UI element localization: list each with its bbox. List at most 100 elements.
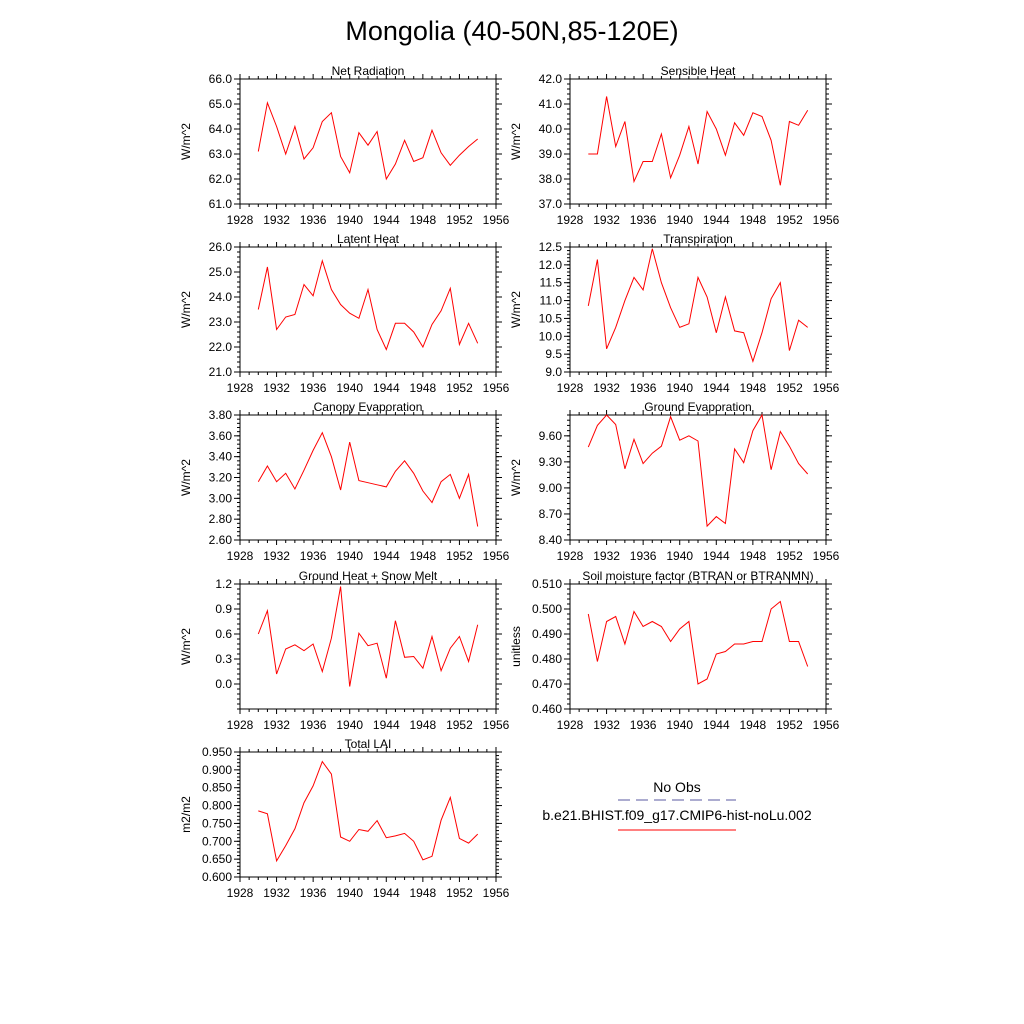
plot-frame: [569, 414, 827, 541]
x-tick-label: 1948: [740, 718, 767, 732]
y-tick-label: 11.0: [540, 294, 563, 308]
y-tick-label: 2.60: [209, 533, 233, 547]
y-tick-label: 62.0: [209, 172, 233, 186]
x-tick-label: 1940: [336, 886, 363, 900]
panel-title: Latent Heat: [337, 232, 400, 246]
x-tick-label: 1948: [410, 718, 437, 732]
x-tick-label: 1932: [263, 213, 290, 227]
x-tick-label: 1936: [630, 213, 657, 227]
y-tick-label: 8.40: [539, 533, 563, 547]
x-tick-label: 1936: [300, 549, 327, 563]
x-tick-label: 1956: [483, 886, 510, 900]
x-tick-label: 1932: [593, 718, 620, 732]
y-tick-label: 3.20: [209, 471, 233, 485]
x-tick-label: 1940: [666, 213, 693, 227]
y-tick-label: 0.850: [202, 781, 232, 795]
x-tick-label: 1932: [593, 549, 620, 563]
x-tick-label: 1944: [703, 718, 730, 732]
y-tick-label: 0.9: [215, 602, 232, 616]
y-tick-label: 3.80: [209, 408, 233, 422]
y-tick-label: 9.60: [539, 429, 563, 443]
chart-panel-2: Sensible Heat 1928 1932 1936 1940 1944 1948 195…: [509, 64, 840, 227]
y-tick-label: 65.0: [209, 97, 233, 111]
y-tick-label: 40.0: [539, 122, 563, 136]
x-tick-label: 1928: [227, 213, 254, 227]
y-tick-label: 63.0: [209, 147, 233, 161]
x-tick-label: 1940: [666, 381, 693, 395]
x-tick-label: 1956: [813, 213, 840, 227]
y-tick-label: 0.900: [202, 763, 232, 777]
y-tick-label: 0.0: [215, 677, 232, 691]
x-tick-label: 1952: [776, 718, 803, 732]
y-tick-label: 12.5: [539, 240, 563, 254]
x-tick-label: 1944: [373, 886, 400, 900]
y-tick-label: 0.510: [532, 577, 562, 591]
y-tick-label: 1.2: [215, 577, 232, 591]
x-tick-label: 1944: [703, 381, 730, 395]
y-axis-label: m2/m2: [179, 796, 193, 833]
chart-panel-5: Canopy Evaporation 1928 1932 1936 1940 1944 19…: [179, 400, 510, 563]
x-tick-label: 1928: [557, 718, 584, 732]
x-tick-label: 1956: [813, 549, 840, 563]
y-tick-label: 0.650: [202, 852, 232, 866]
x-tick-label: 1944: [373, 381, 400, 395]
y-tick-label: 0.500: [532, 602, 562, 616]
x-tick-label: 1936: [300, 381, 327, 395]
legend: No Obs b.e21.BHIST.f09_g17.CMIP6-hist-no…: [542, 779, 812, 831]
plot-frame: [239, 414, 497, 541]
x-tick-label: 1956: [813, 718, 840, 732]
y-tick-label: 0.950: [202, 745, 232, 759]
x-tick-label: 1936: [630, 549, 657, 563]
x-tick-label: 1948: [740, 381, 767, 395]
panel-title: Total LAI: [345, 737, 392, 751]
y-tick-label: 9.30: [539, 455, 563, 469]
y-tick-label: 0.480: [532, 652, 562, 666]
x-tick-label: 1952: [776, 213, 803, 227]
x-tick-label: 1936: [300, 718, 327, 732]
y-axis-label: W/m^2: [179, 628, 193, 665]
y-tick-label: 23.0: [209, 315, 233, 329]
legend-model-label: b.e21.BHIST.f09_g17.CMIP6-hist-noLu.002: [542, 807, 811, 823]
chart-panel-1: Net Radiation 1928 1932 1936 1940 1944 1948 195…: [179, 64, 510, 227]
y-tick-label: 21.0: [209, 365, 233, 379]
x-tick-label: 1948: [410, 886, 437, 900]
x-tick-label: 1948: [410, 381, 437, 395]
y-tick-label: 9.0: [545, 365, 562, 379]
chart-panel-8: Soil moisture factor (BTRAN or BTRANMN) 1…: [509, 569, 840, 732]
series-line: [587, 413, 809, 528]
chart-panel-4: Transpiration 1928 1932 1936 1940 1944 1948 195…: [509, 232, 840, 395]
x-tick-label: 1932: [263, 718, 290, 732]
y-tick-label: 12.0: [539, 258, 563, 272]
y-tick-label: 26.0: [209, 240, 233, 254]
y-tick-label: 0.6: [215, 627, 232, 641]
plot-frame: [239, 78, 497, 205]
legend-obs-label: No Obs: [653, 779, 700, 795]
y-tick-label: 41.0: [539, 97, 563, 111]
y-tick-label: 11.5: [540, 276, 563, 290]
y-axis-label: W/m^2: [179, 291, 193, 328]
y-tick-label: 0.470: [532, 677, 562, 691]
x-tick-label: 1952: [446, 549, 473, 563]
y-tick-label: 0.700: [202, 834, 232, 848]
x-tick-label: 1940: [336, 718, 363, 732]
y-tick-label: 10.5: [539, 311, 563, 325]
x-tick-label: 1932: [263, 381, 290, 395]
x-tick-label: 1952: [446, 718, 473, 732]
plot-frame: [569, 246, 827, 373]
x-tick-label: 1936: [630, 381, 657, 395]
y-tick-label: 3.60: [209, 429, 233, 443]
y-tick-label: 66.0: [209, 72, 233, 86]
y-tick-label: 64.0: [209, 122, 233, 136]
y-tick-label: 0.460: [532, 702, 562, 716]
series-line: [588, 96, 809, 186]
x-tick-label: 1952: [776, 549, 803, 563]
x-tick-label: 1944: [373, 718, 400, 732]
chart-panel-7: Ground Heat + Snow Melt 1928 1932 1936 1940 1…: [179, 569, 510, 732]
y-tick-label: 3.00: [209, 491, 233, 505]
y-tick-label: 3.40: [209, 450, 233, 464]
y-tick-label: 22.0: [209, 340, 233, 354]
y-tick-label: 25.0: [209, 265, 233, 279]
x-tick-label: 1956: [483, 549, 510, 563]
x-tick-label: 1940: [666, 549, 693, 563]
